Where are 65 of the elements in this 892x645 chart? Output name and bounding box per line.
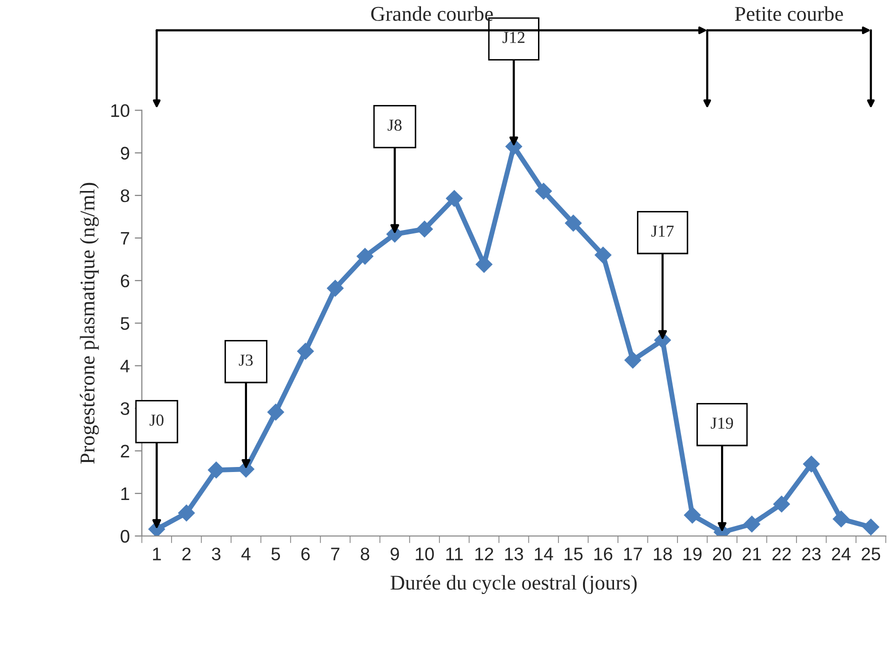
point <box>416 220 433 238</box>
y-tick-label: 7 <box>120 232 130 245</box>
x-tick-label: 1 <box>153 548 161 560</box>
point <box>297 342 314 360</box>
x-tick-label: 11 <box>446 548 463 560</box>
x-tick-label: 12 <box>475 548 494 560</box>
point <box>564 214 582 232</box>
x-tick-label: 24 <box>832 548 851 560</box>
annotation: J8 <box>388 120 402 131</box>
point <box>356 248 374 265</box>
x-tick-label: 3 <box>212 548 220 560</box>
annotation: J19 <box>710 418 733 429</box>
annotation: J12 <box>502 32 524 44</box>
annotation: J17 <box>651 226 674 237</box>
x-tick-label: 5 <box>271 548 280 560</box>
point <box>446 190 463 207</box>
x-tick-label: 4 <box>241 548 250 560</box>
y-tick-label: 4 <box>120 360 130 372</box>
x-tick-label: 15 <box>564 548 583 560</box>
x-tick-label: 7 <box>331 548 340 560</box>
point <box>476 256 492 273</box>
x-tick-label: 10 <box>416 548 434 560</box>
point <box>684 506 701 524</box>
y-tick-label: 5 <box>120 317 130 330</box>
point <box>535 182 552 200</box>
text: Grande courbe <box>371 6 493 21</box>
x-tick-label: 16 <box>594 548 612 560</box>
y-axis-title: Progestérone plasmatique (ng/ml) <box>80 182 99 464</box>
x-tick-label: 20 <box>712 548 732 560</box>
point <box>208 462 225 478</box>
y-tick-label: 8 <box>120 189 130 202</box>
y-tick-label: 9 <box>120 146 130 160</box>
x-tick-label: 17 <box>624 548 642 560</box>
annotation: J3 <box>238 354 253 366</box>
y-tick-label: 0 <box>120 530 130 543</box>
point <box>594 246 612 264</box>
x-tick-label: 6 <box>301 548 310 560</box>
x-tick-label: 14 <box>534 548 554 560</box>
x-tick-label: 22 <box>772 548 791 560</box>
x-tick-label: 13 <box>505 548 524 560</box>
x-tick-label: 9 <box>390 548 399 560</box>
text: Petite courbe <box>734 6 843 21</box>
y-tick-label: 2 <box>120 444 130 458</box>
x-tick-label: 2 <box>182 548 191 560</box>
point <box>326 280 344 297</box>
y-tick-label: 1 <box>121 488 130 500</box>
y-tick-label: 10 <box>111 104 130 118</box>
point <box>267 404 284 420</box>
x-tick-label: 25 <box>862 548 880 560</box>
point <box>802 456 820 472</box>
point <box>773 496 790 512</box>
x-tick-label: 19 <box>684 548 702 560</box>
y-tick-label: 3 <box>120 402 130 416</box>
x-tick-label: 23 <box>802 548 821 560</box>
x-tick-label: 21 <box>742 548 762 560</box>
x-axis-title: Durée du cycle oestral (jours) <box>390 575 637 594</box>
point <box>178 504 195 522</box>
y-tick-label: 6 <box>120 274 130 288</box>
x-tick-label: 18 <box>654 548 672 560</box>
point <box>862 518 880 536</box>
point <box>832 510 850 528</box>
annotation: J0 <box>150 414 164 426</box>
x-tick-label: 8 <box>360 548 370 560</box>
point <box>624 352 642 369</box>
point <box>743 516 760 532</box>
